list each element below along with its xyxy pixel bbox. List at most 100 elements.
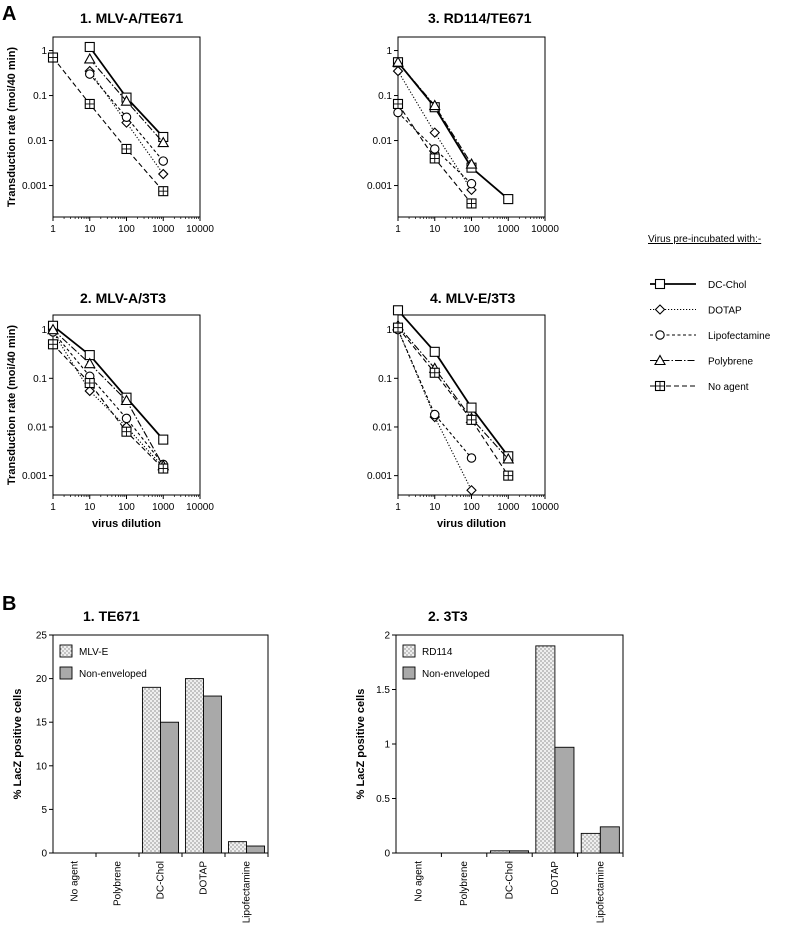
bar-mlv-e (184, 678, 204, 854)
point-lipofectamine (466, 178, 477, 189)
y-tick-label: 0.1 (33, 91, 47, 102)
legend-marker-polybrene (654, 354, 666, 366)
point-dc-chol (84, 41, 95, 53)
point-polybrene (428, 99, 441, 111)
bar-non-enveloped (554, 746, 575, 854)
chart-title: 3. RD114/TE671 (428, 10, 532, 26)
series-dotap (47, 326, 169, 473)
series-line-no-agent (52, 343, 164, 469)
bar-non-enveloped (599, 826, 620, 854)
series-polybrene (392, 56, 478, 169)
point-dotap (157, 168, 169, 180)
bar-non-enveloped (160, 721, 180, 854)
chart-mlv-e-3t3: 4. MLV-E/3T3 1 10 100 1000 10000 0.001 0.01 0.1 1… (367, 290, 559, 530)
legend-label: Non-enveloped (422, 669, 490, 680)
point-dotap (429, 127, 441, 138)
x-tick-label: 10 (429, 224, 441, 235)
y-tick-label: 0.001 (367, 181, 392, 192)
point-dc-chol (503, 194, 514, 205)
y-tick-label: 1 (384, 740, 390, 751)
line-legend: Virus pre-incubated with:- DC-Chol DOTAP Li… (648, 234, 771, 393)
point-dc-chol (429, 346, 440, 357)
legend-item-polybrene: Polybrene (650, 354, 753, 368)
series-line-polybrene (397, 325, 509, 460)
category-label: Polybrene (459, 861, 470, 906)
series-no-agent (392, 322, 514, 481)
y-tick-label: 1 (41, 46, 47, 57)
point-dc-chol (392, 305, 404, 316)
x-tick-label: 10 (84, 224, 96, 235)
category-label: DC-Chol (505, 861, 516, 899)
point-dotap (466, 485, 477, 496)
y-tick-label: 1.5 (376, 685, 390, 696)
series-line-dc-chol (52, 325, 164, 441)
point-dc-chol (158, 434, 169, 445)
legend-marker-no-agent (654, 380, 666, 392)
legend-label: DC-Chol (708, 280, 746, 291)
point-dc-chol (466, 402, 477, 413)
y-tick-label: 0.1 (378, 91, 392, 102)
chart-title: 4. MLV-E/3T3 (430, 290, 516, 306)
y-tick-label: 0.5 (376, 794, 390, 805)
x-tick-label: 1 (50, 224, 56, 235)
x-tick-label: 1000 (497, 502, 520, 513)
x-tick-label: 100 (118, 224, 135, 235)
x-tick-label: 1000 (152, 502, 175, 513)
chart-title: 2. MLV-A/3T3 (80, 290, 166, 306)
x-tick-label: 1000 (497, 224, 520, 235)
chart-3t3-bars: 2. 3T3 0 0.5 1 1.5 2 % LacZ positive cells No a… (355, 608, 624, 923)
category-label: Polybrene (113, 861, 124, 906)
series-line-dotap (52, 331, 164, 468)
point-no-agent (121, 143, 132, 155)
point-lipofectamine (85, 69, 95, 79)
y-tick-label: 1 (386, 46, 392, 57)
legend-item-lipofectamine: Lipofectamine (650, 330, 771, 342)
series-dc-chol (392, 57, 514, 205)
point-dotap (392, 65, 404, 77)
point-polybrene (83, 52, 96, 64)
category-label: No agent (70, 861, 81, 902)
point-polybrene (120, 394, 133, 406)
legend-item-dotap: DOTAP (650, 304, 742, 317)
y-axis-label: Transduction rate (moi/40 min) (6, 47, 18, 207)
point-polybrene (47, 323, 59, 335)
category-label: DC-Chol (156, 861, 167, 899)
point-dotap (84, 385, 96, 397)
series-dotap (392, 65, 477, 196)
x-tick-label: 10000 (531, 224, 559, 235)
x-tick-label: 10000 (531, 502, 559, 513)
legend-label: RD114 (422, 647, 453, 658)
point-no-agent (121, 426, 132, 437)
legend-label: Polybrene (708, 357, 753, 368)
point-no-agent (392, 98, 404, 110)
point-polybrene (157, 136, 170, 148)
point-polybrene (120, 95, 133, 106)
y-tick-label: 25 (36, 631, 48, 642)
x-tick-label: 10 (84, 502, 96, 513)
point-polybrene (83, 357, 96, 369)
bar-rd114 (580, 832, 601, 854)
legend-label: MLV-E (79, 647, 109, 658)
y-axis-label: % LacZ positive cells (355, 689, 367, 800)
point-no-agent (47, 339, 59, 350)
legend-swatch-mlv-e (59, 644, 73, 658)
legend-item-no-agent: No agent (650, 380, 749, 393)
point-no-agent (47, 52, 59, 63)
series-line-lipofectamine (52, 331, 164, 465)
series-dc-chol (392, 305, 514, 462)
legend-item-dc-chol: DC-Chol (650, 278, 746, 291)
legend-title: Virus pre-incubated with:- (648, 234, 761, 245)
series-line-no-agent (52, 57, 164, 192)
y-tick-label: 0.001 (22, 471, 47, 482)
series-no-agent (47, 339, 169, 474)
legend-marker-lipofectamine (655, 330, 665, 340)
point-no-agent (158, 463, 169, 474)
y-tick-label: 1 (386, 325, 392, 336)
y-tick-label: 0.01 (373, 136, 393, 147)
point-lipofectamine (429, 144, 440, 154)
series-polybrene (83, 52, 170, 148)
x-tick-label: 10000 (186, 502, 214, 513)
y-axis-label: Transduction rate (moi/40 min) (6, 325, 18, 485)
series-lipofectamine (85, 69, 169, 166)
bar-rd114 (535, 645, 556, 854)
